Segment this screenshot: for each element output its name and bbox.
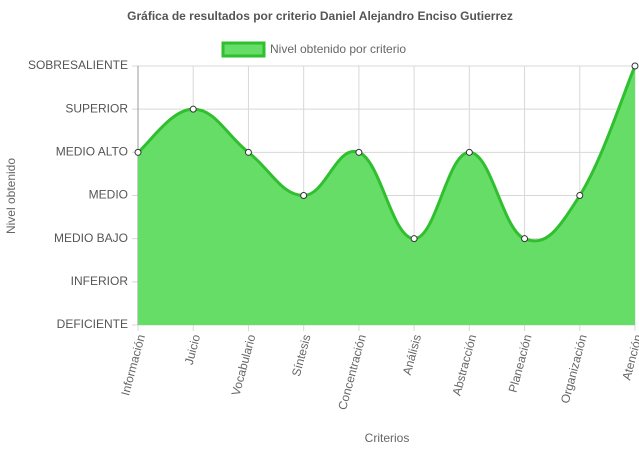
y-tick-label: MEDIO BAJO	[54, 231, 128, 245]
y-tick-label: MEDIO	[89, 188, 128, 202]
y-tick-label: SUPERIOR	[65, 101, 128, 115]
x-tick-label: Juicio	[182, 333, 204, 367]
line	[137, 65, 637, 243]
y-tick-label: DEFICIENTE	[57, 317, 128, 331]
x-tick-label: Concentración	[335, 333, 369, 411]
point	[521, 235, 529, 243]
y-tick-label: INFERIOR	[71, 274, 129, 288]
x-tick-label: Información	[118, 333, 148, 397]
point	[300, 192, 308, 199]
point	[244, 148, 252, 156]
y-tick-label: MEDIO ALTO	[56, 145, 128, 159]
x-tick-label: Abstracción	[450, 333, 480, 397]
chart-title: Gráfica de resultados por criterio Danie…	[127, 9, 513, 23]
point	[134, 148, 142, 156]
legend-swatch	[221, 41, 266, 58]
x-tick-label: Atención	[619, 333, 639, 382]
point	[576, 192, 584, 199]
point	[631, 62, 639, 70]
x-tick-label: Síntesis	[289, 333, 314, 378]
point	[189, 105, 197, 113]
x-tick-label: Organización	[558, 333, 590, 405]
y-axis-label: Nivel obtenido	[4, 158, 18, 234]
point	[355, 148, 363, 156]
point	[465, 148, 473, 156]
y-tick-label: SOBRESALIENTE	[28, 58, 128, 72]
x-tick-label: Planeación	[506, 333, 535, 394]
x-tick-label: Vocabulario	[229, 333, 259, 398]
point	[410, 235, 418, 243]
legend-label: Nivel obtenido por criterio	[270, 42, 406, 56]
x-axis-label: Criterios	[365, 431, 410, 445]
area	[138, 66, 635, 325]
x-tick-label: Análisis	[400, 333, 424, 377]
